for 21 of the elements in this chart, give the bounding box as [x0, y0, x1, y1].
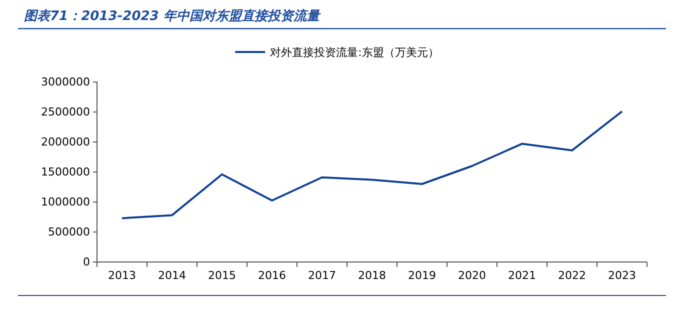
y-tick-label: 3000000 — [41, 76, 90, 89]
y-tick-label: 2000000 — [41, 136, 90, 149]
x-tick-label: 2015 — [208, 268, 236, 282]
line-series — [121, 110, 623, 220]
chart-title: 图表71：2013-2023 年中国对东盟直接投资流量 — [24, 8, 322, 24]
y-tick-label: 1000000 — [41, 196, 90, 209]
x-tick-label: 2017 — [308, 268, 336, 282]
x-tick-label: 2013 — [108, 268, 136, 282]
y-tick-label: 500000 — [48, 226, 90, 239]
x-tick-label: 2018 — [358, 268, 386, 282]
y-tick-label: 1500000 — [41, 166, 90, 179]
x-tick-label: 2014 — [158, 268, 186, 282]
legend-label: 对外直接投资流量:东盟（万美元） — [270, 46, 439, 59]
x-tick-label: 2022 — [558, 268, 586, 282]
x-tick-label: 2019 — [408, 268, 436, 282]
x-tick-label: 2016 — [258, 268, 286, 282]
y-tick-label: 2500000 — [41, 106, 90, 119]
x-tick-label: 2020 — [458, 268, 486, 282]
y-tick-label: 0 — [83, 256, 90, 269]
x-tick-label: 2023 — [608, 268, 636, 282]
x-tick-label: 2021 — [508, 268, 536, 282]
